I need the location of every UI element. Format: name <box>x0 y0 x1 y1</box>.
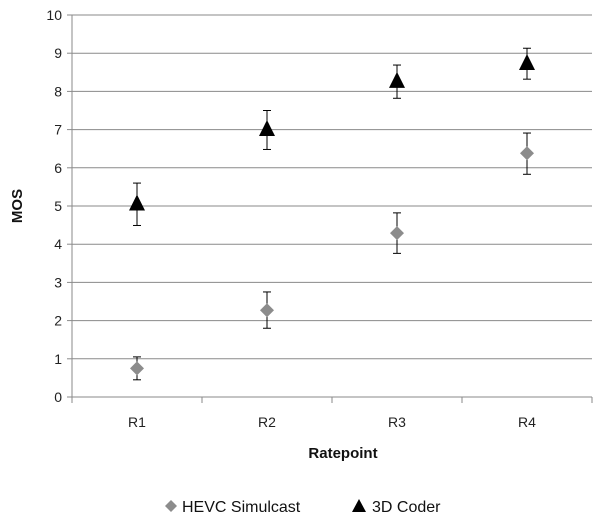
data-point-3d-coder <box>259 120 275 137</box>
y-tick-label: 1 <box>54 351 62 367</box>
y-tick-label: 9 <box>54 45 62 61</box>
legend-triangle-icon <box>352 499 366 512</box>
legend-label-3d-coder: 3D Coder <box>372 499 441 516</box>
data-markers <box>129 53 535 376</box>
legend: HEVC Simulcast 3D Coder <box>165 499 441 516</box>
x-tick-label: R1 <box>128 414 146 430</box>
axes: 0 1 2 3 4 5 6 7 8 9 10 R1 R2 R3 R4 <box>46 7 593 430</box>
legend-label-hevc-simulcast: HEVC Simulcast <box>182 499 301 516</box>
y-tick-label: 10 <box>46 7 62 23</box>
data-point-3d-coder <box>389 71 405 88</box>
y-tick-label: 8 <box>54 83 62 99</box>
x-axis-title: Ratepoint <box>308 445 377 462</box>
x-tick-label: R2 <box>258 414 276 430</box>
error-bars <box>133 47 531 381</box>
y-tick-label: 6 <box>54 160 62 176</box>
data-point-3d-coder <box>129 194 145 211</box>
y-tick-label: 3 <box>54 274 62 290</box>
y-tick-label: 7 <box>54 122 62 138</box>
y-axis-title: MOS <box>9 189 26 223</box>
axis-labels: MOS Ratepoint <box>9 189 378 462</box>
x-tick-label: R3 <box>388 414 406 430</box>
y-tick-label: 4 <box>54 236 62 252</box>
y-tick-label: 2 <box>54 313 62 329</box>
gridlines <box>72 14 592 360</box>
data-point-hevc-simulcast <box>260 303 274 318</box>
y-tick-label: 5 <box>54 198 62 214</box>
data-point-hevc-simulcast <box>130 361 144 376</box>
y-tick-label: 0 <box>54 389 62 405</box>
x-tick-label: R4 <box>518 414 536 430</box>
data-point-hevc-simulcast <box>390 226 404 241</box>
data-point-hevc-simulcast <box>520 146 534 161</box>
data-point-3d-coder <box>519 53 535 70</box>
legend-diamond-icon <box>165 500 177 512</box>
